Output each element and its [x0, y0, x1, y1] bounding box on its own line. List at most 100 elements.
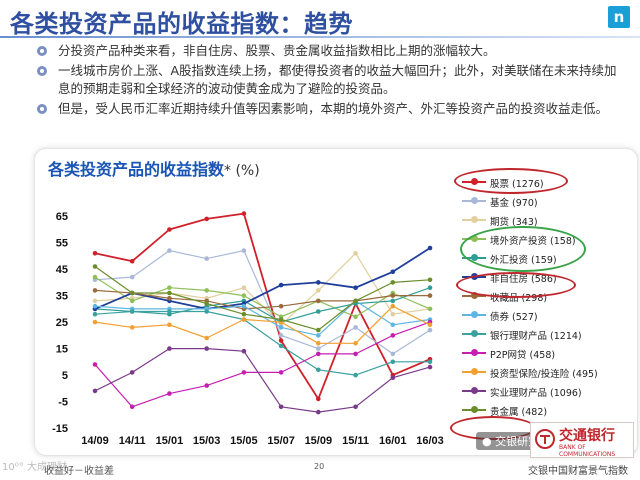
chart-title: 各类投资产品的收益指数* (%) [48, 156, 260, 180]
y-tick-label: -5 [58, 397, 68, 409]
legend-label: 期货 (343) [490, 217, 538, 228]
series-line [94, 289, 430, 310]
data-point [241, 370, 247, 375]
legend-label: 债券 (527) [490, 312, 538, 323]
data-point [167, 391, 172, 396]
legend-swatch-marker [471, 311, 478, 318]
data-point [92, 303, 98, 309]
data-point [390, 351, 396, 357]
data-point [390, 293, 396, 298]
data-point [129, 325, 135, 330]
data-point [204, 383, 209, 388]
data-point [427, 285, 433, 291]
data-point [92, 388, 98, 394]
series-line [94, 305, 431, 344]
data-point [278, 282, 284, 288]
data-point [316, 298, 321, 304]
data-point [353, 285, 358, 291]
data-point [241, 211, 247, 216]
data-point [204, 216, 209, 222]
y-tick-label: 65 [56, 211, 68, 223]
data-point [129, 274, 135, 280]
data-point [390, 298, 396, 304]
series-line [94, 250, 431, 355]
data-point [204, 309, 209, 314]
data-point [390, 311, 396, 317]
x-tick-label: 15/03 [193, 435, 221, 447]
data-point [167, 290, 172, 296]
series-line [94, 247, 431, 310]
bullet-icon [37, 104, 47, 114]
data-point [316, 367, 321, 373]
bank-name-en: BANK OF COMMUNICATIONS [559, 444, 616, 458]
legend-swatch-marker [471, 349, 478, 356]
bullet-item: 一线城市房价上涨、A股指数连续上扬，都使得投资者的收益大幅回升；此外，对美联储在… [32, 62, 628, 98]
data-point [241, 311, 247, 317]
y-tick-label: 5 [62, 370, 68, 382]
bullet-icon [37, 46, 47, 56]
data-point [390, 333, 396, 338]
legend-swatch-marker [471, 216, 478, 223]
data-point [390, 322, 396, 328]
series-line [94, 310, 430, 376]
legend-item: 收藏品 (298) [458, 287, 628, 306]
chart-panel [34, 148, 638, 456]
legend-swatch-marker [471, 330, 478, 337]
data-point [129, 309, 135, 314]
data-point [353, 325, 358, 330]
bank-logo: 交通银行 BANK OF COMMUNICATIONS [530, 422, 634, 458]
data-point [92, 251, 98, 256]
data-point [129, 290, 135, 296]
data-point [204, 288, 209, 293]
data-point [316, 351, 321, 357]
legend-item: 贵金属 (482) [458, 401, 628, 420]
footer-source: 交银中国财富景气指数 [528, 466, 628, 477]
title-divider [0, 36, 640, 38]
data-point [278, 370, 284, 375]
bank-name-cn: 交通银行 [559, 428, 615, 444]
bullet-text: 一线城市房价上涨、A股指数连续上扬，都使得投资者的收益大幅回升；此外，对美联储在… [58, 63, 617, 96]
data-point [390, 280, 396, 285]
x-tick-label: 15/07 [267, 435, 295, 447]
y-tick-label: 25 [56, 317, 68, 329]
data-point [129, 298, 135, 304]
data-point [316, 309, 321, 314]
y-tick-label: 55 [56, 238, 68, 250]
data-point [241, 248, 247, 253]
legend-item: 银行理财产品 (1214) [458, 325, 628, 344]
x-tick-label: 14/09 [81, 435, 109, 447]
data-point [316, 341, 321, 346]
data-point [427, 327, 433, 333]
data-point [390, 269, 396, 275]
wechat-icon: ● [482, 435, 492, 448]
data-point [390, 375, 396, 381]
legend-item: P2P网贷 (458) [458, 344, 628, 363]
data-point [278, 343, 284, 349]
bank-logo-icon [535, 429, 555, 449]
data-point [92, 311, 98, 317]
wechat-watermark: ● 交银研究 [476, 432, 546, 450]
x-tick-label: 15/11 [342, 435, 369, 447]
data-point [129, 370, 135, 375]
page-number: 20 [314, 462, 325, 471]
data-point [353, 341, 358, 346]
bullet-item: 但是，受人民币汇率近期持续升值等因素影响，本期的境外资产、外汇等投资产品的投资收… [32, 100, 628, 118]
x-tick-label: 14/11 [119, 435, 146, 447]
chart-title-unit: * (%) [224, 163, 260, 179]
data-point [92, 264, 98, 269]
legend-item: 债券 (527) [458, 306, 628, 325]
data-point [204, 301, 209, 306]
data-point [204, 335, 209, 341]
data-point [167, 296, 172, 301]
corner-badge: n [608, 6, 630, 28]
data-point [427, 364, 433, 370]
data-point [278, 317, 284, 322]
legend-label: P2P网贷 (458) [490, 350, 556, 361]
data-point [278, 333, 284, 338]
highlight-ellipse-overseas-fx [460, 226, 586, 272]
legend-item: 实业理财产品 (1096) [458, 382, 628, 401]
legend-label: 银行理财产品 (1214) [490, 331, 582, 342]
data-point [427, 306, 433, 312]
legend-swatch-marker [471, 406, 478, 413]
